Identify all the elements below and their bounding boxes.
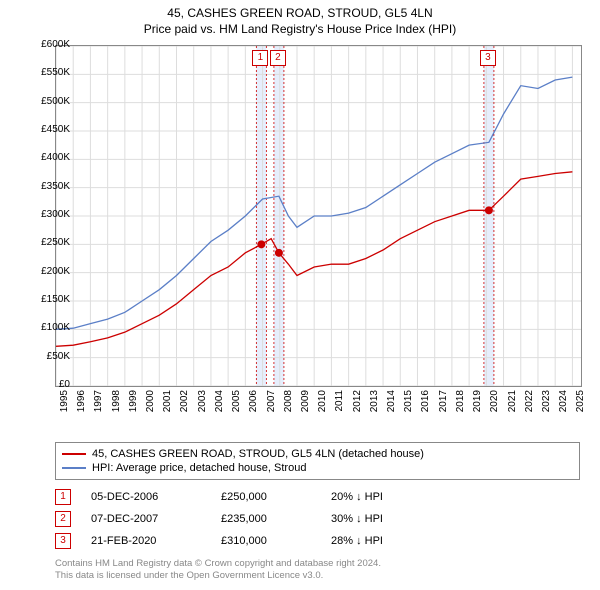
y-tick-label: £0 — [20, 379, 70, 390]
chart-svg — [56, 46, 581, 386]
x-tick-label: 2001 — [162, 390, 173, 420]
event-diff: 28% ↓ HPI — [331, 535, 431, 547]
x-tick-label: 1995 — [59, 390, 70, 420]
x-tick-label: 2018 — [455, 390, 466, 420]
event-price: £250,000 — [221, 491, 331, 503]
footer-attribution: Contains HM Land Registry data © Crown c… — [55, 558, 381, 583]
x-tick-label: 1999 — [128, 390, 139, 420]
event-row: 3 21-FEB-2020 £310,000 28% ↓ HPI — [55, 530, 431, 552]
x-tick-label: 2013 — [369, 390, 380, 420]
x-tick-label: 2007 — [266, 390, 277, 420]
y-tick-label: £250K — [20, 237, 70, 248]
event-badge-on-chart: 3 — [480, 50, 496, 66]
y-tick-label: £400K — [20, 152, 70, 163]
x-tick-label: 2020 — [489, 390, 500, 420]
event-price: £310,000 — [221, 535, 331, 547]
x-tick-label: 2002 — [179, 390, 190, 420]
y-tick-label: £300K — [20, 209, 70, 220]
x-tick-label: 2008 — [283, 390, 294, 420]
x-tick-label: 2009 — [300, 390, 311, 420]
legend: 45, CASHES GREEN ROAD, STROUD, GL5 4LN (… — [55, 442, 580, 480]
x-tick-label: 2004 — [214, 390, 225, 420]
title-line-2: Price paid vs. HM Land Registry's House … — [0, 22, 600, 38]
x-tick-label: 2022 — [524, 390, 535, 420]
event-date: 07-DEC-2007 — [91, 513, 221, 525]
legend-label-property: 45, CASHES GREEN ROAD, STROUD, GL5 4LN (… — [92, 448, 424, 460]
x-tick-label: 2000 — [145, 390, 156, 420]
x-tick-label: 1998 — [111, 390, 122, 420]
event-row: 2 07-DEC-2007 £235,000 30% ↓ HPI — [55, 508, 431, 530]
event-date: 21-FEB-2020 — [91, 535, 221, 547]
events-table: 1 05-DEC-2006 £250,000 20% ↓ HPI 2 07-DE… — [55, 486, 431, 552]
x-tick-label: 2006 — [248, 390, 259, 420]
y-tick-label: £550K — [20, 67, 70, 78]
chart-title: 45, CASHES GREEN ROAD, STROUD, GL5 4LN P… — [0, 0, 600, 37]
event-row: 1 05-DEC-2006 £250,000 20% ↓ HPI — [55, 486, 431, 508]
y-tick-label: £350K — [20, 181, 70, 192]
event-badge-on-chart: 2 — [270, 50, 286, 66]
y-tick-label: £450K — [20, 124, 70, 135]
x-tick-label: 2012 — [352, 390, 363, 420]
event-badge-on-chart: 1 — [252, 50, 268, 66]
event-badge: 3 — [55, 533, 71, 549]
footer-line-1: Contains HM Land Registry data © Crown c… — [55, 558, 381, 570]
x-tick-label: 2025 — [575, 390, 586, 420]
legend-row-property: 45, CASHES GREEN ROAD, STROUD, GL5 4LN (… — [62, 447, 573, 461]
y-tick-label: £50K — [20, 351, 70, 362]
event-price: £235,000 — [221, 513, 331, 525]
x-tick-label: 2016 — [420, 390, 431, 420]
x-tick-label: 2010 — [317, 390, 328, 420]
legend-swatch-hpi — [62, 467, 86, 469]
chart-container: 45, CASHES GREEN ROAD, STROUD, GL5 4LN P… — [0, 0, 600, 590]
x-tick-label: 2011 — [334, 390, 345, 420]
x-tick-label: 2019 — [472, 390, 483, 420]
event-diff: 30% ↓ HPI — [331, 513, 431, 525]
x-tick-label: 2024 — [558, 390, 569, 420]
event-date: 05-DEC-2006 — [91, 491, 221, 503]
legend-swatch-property — [62, 453, 86, 455]
y-tick-label: £150K — [20, 294, 70, 305]
x-tick-label: 2017 — [438, 390, 449, 420]
event-diff: 20% ↓ HPI — [331, 491, 431, 503]
footer-line-2: This data is licensed under the Open Gov… — [55, 570, 381, 582]
event-badge: 1 — [55, 489, 71, 505]
event-badge: 2 — [55, 511, 71, 527]
y-tick-label: £500K — [20, 96, 70, 107]
x-tick-label: 2021 — [507, 390, 518, 420]
y-tick-label: £100K — [20, 322, 70, 333]
x-tick-label: 1997 — [93, 390, 104, 420]
plot-area — [55, 45, 582, 387]
legend-row-hpi: HPI: Average price, detached house, Stro… — [62, 461, 573, 475]
x-tick-label: 2015 — [403, 390, 414, 420]
y-tick-label: £600K — [20, 39, 70, 50]
x-tick-label: 2014 — [386, 390, 397, 420]
x-tick-label: 1996 — [76, 390, 87, 420]
y-tick-label: £200K — [20, 266, 70, 277]
title-line-1: 45, CASHES GREEN ROAD, STROUD, GL5 4LN — [0, 6, 600, 22]
x-tick-label: 2023 — [541, 390, 552, 420]
x-tick-label: 2003 — [197, 390, 208, 420]
legend-label-hpi: HPI: Average price, detached house, Stro… — [92, 462, 306, 474]
x-tick-label: 2005 — [231, 390, 242, 420]
